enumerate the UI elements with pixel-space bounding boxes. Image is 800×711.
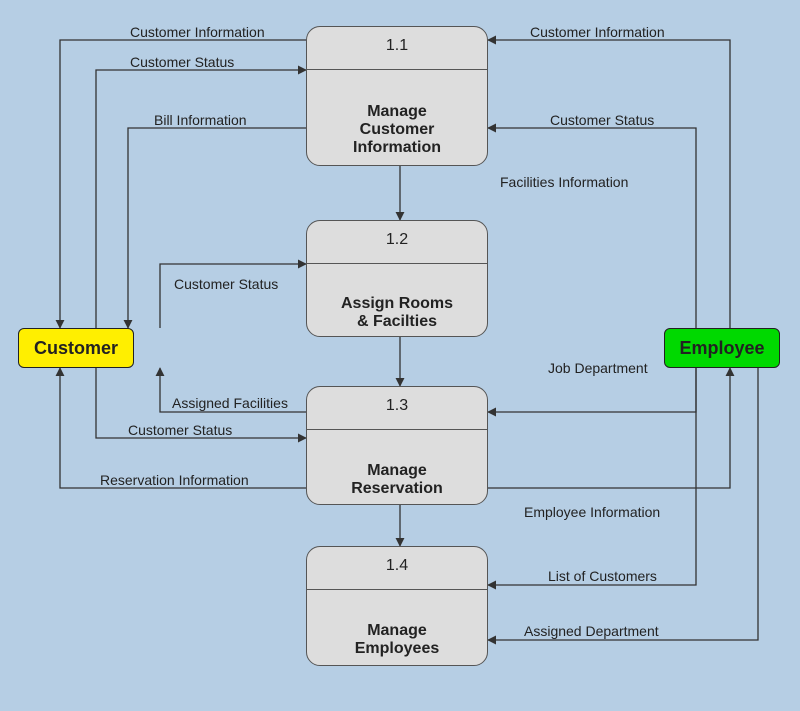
edge-e15 — [488, 368, 696, 585]
process-1-3-id: 1.3 — [307, 387, 487, 430]
flow-label-e2: Customer Status — [130, 54, 234, 70]
process-1-4-title: ManageEmployees — [307, 590, 487, 666]
flow-label-e3: Bill Information — [154, 112, 247, 128]
flow-label-e7: Customer Status — [174, 276, 278, 292]
process-1-4: 1.4 ManageEmployees — [306, 546, 488, 666]
process-1-1-title: ManageCustomerInformation — [307, 70, 487, 166]
entity-customer: Customer — [18, 328, 134, 368]
edge-e13 — [488, 368, 730, 488]
process-1-1-id: 1.1 — [307, 27, 487, 70]
flow-label-e6: Facilities Information — [500, 174, 628, 190]
edge-e3 — [128, 128, 306, 328]
flow-label-e11: Reservation Information — [100, 472, 249, 488]
flow-label-e9: Assigned Facilities — [172, 395, 288, 411]
entity-customer-label: Customer — [34, 338, 118, 359]
process-1-2-title: Assign Rooms& Facilties — [307, 264, 487, 337]
process-1-3-title: ManageReservation — [307, 430, 487, 505]
process-1-2-id: 1.2 — [307, 221, 487, 264]
flow-label-e1: Customer Information — [130, 24, 265, 40]
process-1-4-id: 1.4 — [307, 547, 487, 590]
edge-e7 — [160, 264, 306, 328]
dfd-canvas: Customer Employee 1.1 ManageCustomerInfo… — [0, 0, 800, 711]
edge-e5 — [488, 128, 696, 328]
flow-label-e16: Assigned Department — [524, 623, 659, 639]
entity-employee-label: Employee — [679, 338, 764, 359]
flow-label-e15: List of Customers — [548, 568, 657, 584]
process-1-3: 1.3 ManageReservation — [306, 386, 488, 505]
flow-label-e4: Customer Information — [530, 24, 665, 40]
flow-label-e5: Customer Status — [550, 112, 654, 128]
flow-label-e13: Employee Information — [524, 504, 660, 520]
flow-label-e10: Customer Status — [128, 422, 232, 438]
entity-employee: Employee — [664, 328, 780, 368]
process-1-1: 1.1 ManageCustomerInformation — [306, 26, 488, 166]
process-1-2: 1.2 Assign Rooms& Facilties — [306, 220, 488, 337]
flow-label-e12: Job Department — [548, 360, 648, 376]
